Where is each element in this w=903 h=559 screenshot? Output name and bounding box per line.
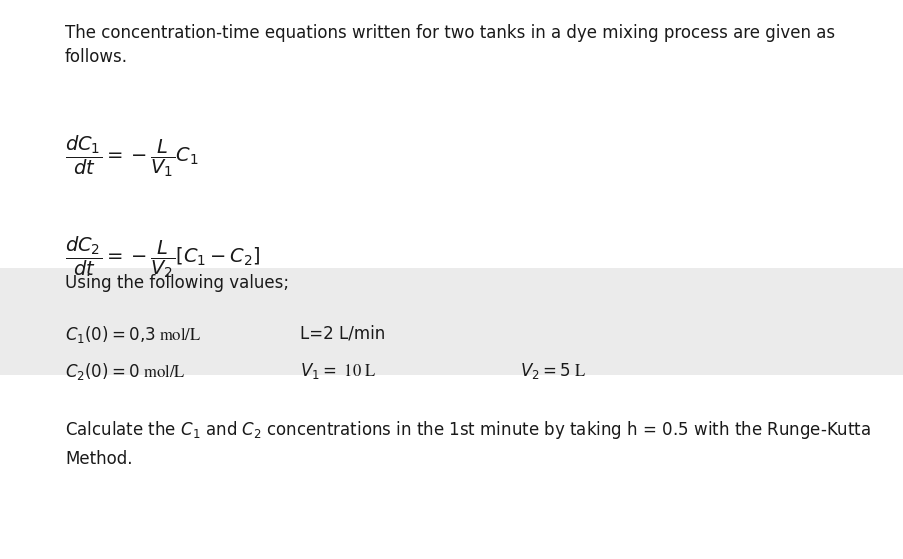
Text: $V_1{=}$ 10 L: $V_1{=}$ 10 L [300,361,377,381]
Text: follows.: follows. [65,48,128,65]
Text: The concentration-time equations written for two tanks in a dye mixing process a: The concentration-time equations written… [65,24,834,42]
Text: $\dfrac{dC_1}{dt} = -\dfrac{L}{V_1}C_1$: $\dfrac{dC_1}{dt} = -\dfrac{L}{V_1}C_1$ [65,134,199,179]
FancyBboxPatch shape [0,268,903,375]
Text: $C_2(0){=}0$ mol/L: $C_2(0){=}0$ mol/L [65,361,185,382]
Text: Using the following values;: Using the following values; [65,274,289,292]
Text: $V_2{=}5$ L: $V_2{=}5$ L [519,361,585,381]
Text: Calculate the $C_1$ and $C_2$ concentrations in the 1st minute by taking h = 0.5: Calculate the $C_1$ and $C_2$ concentrat… [65,419,870,441]
Text: Method.: Method. [65,450,133,468]
Text: $C_1(0){=}0{,}3$ mol/L: $C_1(0){=}0{,}3$ mol/L [65,324,201,345]
Text: $\dfrac{dC_2}{dt} = -\dfrac{L}{V_2}[C_1 - C_2]$: $\dfrac{dC_2}{dt} = -\dfrac{L}{V_2}[C_1 … [65,234,260,280]
Text: L=2 L/min: L=2 L/min [300,324,385,342]
